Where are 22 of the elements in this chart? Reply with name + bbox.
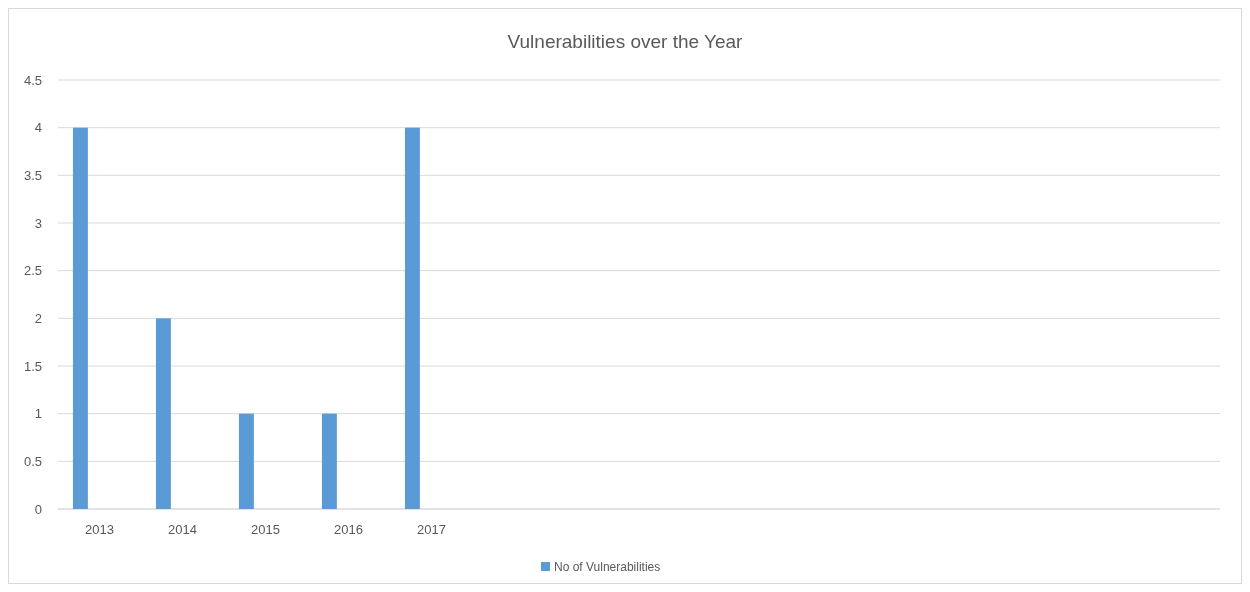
- y-tick-label: 1: [34, 406, 42, 422]
- x-tick-label: 2015: [251, 522, 280, 537]
- bar: [155, 318, 171, 509]
- x-tick-label: 2017: [417, 522, 446, 537]
- y-tick-label: 0.5: [23, 453, 42, 469]
- y-tick-label: 2: [34, 310, 42, 326]
- x-tick-label: 2014: [168, 522, 197, 537]
- y-tick-label: 3: [34, 215, 42, 231]
- bar: [238, 413, 254, 509]
- y-tick-label: 2.5: [23, 263, 42, 279]
- bar: [72, 127, 88, 509]
- legend-label: No of Vulnerabilities: [554, 560, 661, 574]
- y-tick-label: 0: [34, 501, 42, 517]
- y-tick-label: 4: [34, 120, 42, 136]
- y-tick-label: 3.5: [23, 167, 42, 183]
- y-tick-label: 1.5: [23, 358, 42, 374]
- chart-title: Vulnerabilities over the Year: [507, 31, 744, 52]
- x-tick-label: 2013: [85, 522, 114, 537]
- bar: [321, 413, 337, 509]
- bar: [404, 127, 420, 509]
- y-tick-label: 4.5: [23, 72, 42, 88]
- x-tick-label: 2016: [334, 522, 363, 537]
